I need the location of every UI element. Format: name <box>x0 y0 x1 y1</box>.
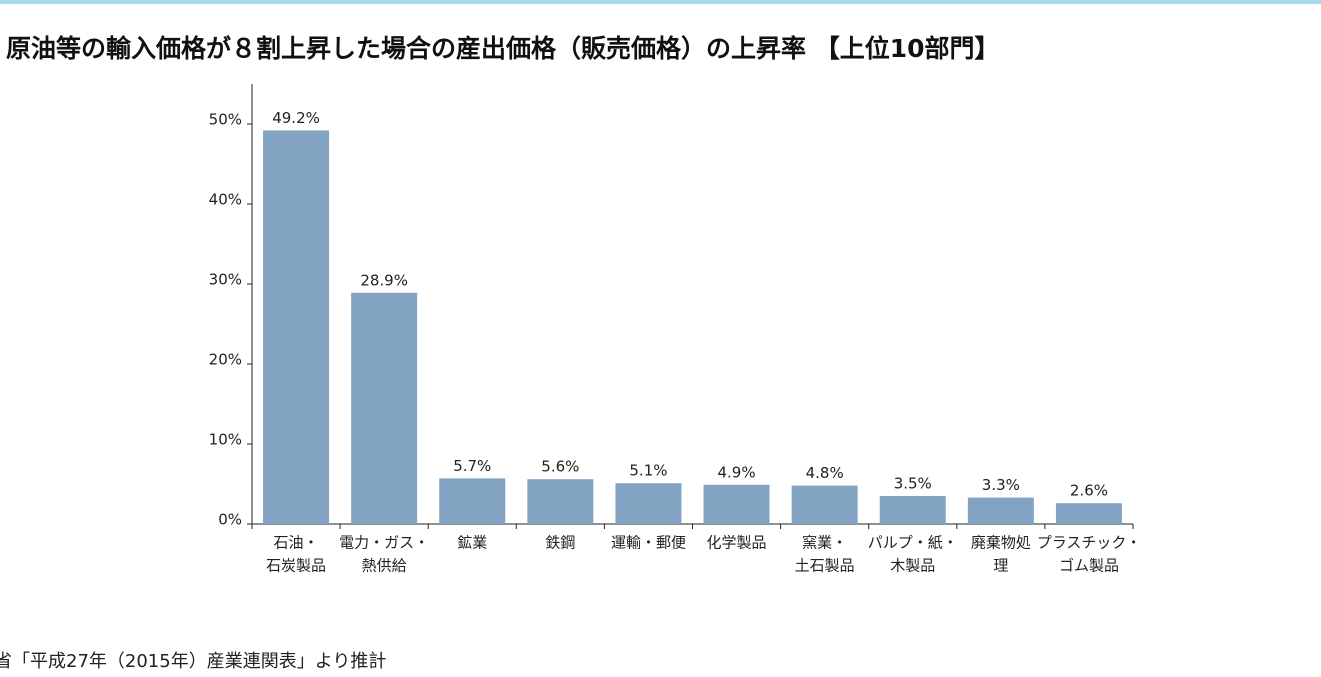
x-tick-label: 石油・ <box>274 534 319 552</box>
bar <box>439 478 506 524</box>
x-tick-label: 鉱業 <box>457 534 487 552</box>
x-tick-label: 運輸・郵便 <box>611 534 686 552</box>
bar <box>351 292 418 524</box>
bar <box>615 483 682 524</box>
value-label: 3.5% <box>894 475 932 493</box>
y-tick-label: 40% <box>209 191 242 209</box>
y-tick-label: 30% <box>209 271 242 289</box>
value-label: 3.3% <box>982 476 1020 494</box>
source-note: 省「平成27年（2015年）産業連関表」より推計 <box>0 651 386 672</box>
bar <box>879 496 946 524</box>
chart-title: 原油等の輸入価格が８割上昇した場合の産出価格（販売価格）の上昇率 【上位10部門… <box>6 34 1000 63</box>
x-tick-label: 熱供給 <box>362 557 407 575</box>
x-tick-label: 木製品 <box>890 557 935 575</box>
value-label: 49.2% <box>272 109 320 127</box>
bar <box>263 130 330 524</box>
x-tick-label: 土石製品 <box>795 557 855 575</box>
y-tick-label: 20% <box>209 351 242 369</box>
bar <box>1055 503 1122 524</box>
bar <box>703 484 770 524</box>
x-tick-label: 廃棄物処 <box>971 534 1031 552</box>
x-tick-label: 窯業・ <box>802 534 847 552</box>
value-label: 5.6% <box>541 458 579 476</box>
value-label: 4.8% <box>806 464 844 482</box>
bar <box>967 497 1034 524</box>
x-tick-label: プラスチック・ <box>1037 534 1141 552</box>
y-tick-label: 0% <box>218 511 242 529</box>
bar <box>791 485 858 524</box>
x-tick-label: 石炭製品 <box>266 557 326 575</box>
value-label: 28.9% <box>360 271 408 289</box>
x-tick-label: 理 <box>993 557 1008 575</box>
x-tick-label: 電力・ガス・ <box>339 534 429 552</box>
x-tick-label: 化学製品 <box>707 534 767 552</box>
bar <box>527 479 594 524</box>
value-label: 4.9% <box>717 463 755 481</box>
value-label: 5.7% <box>453 457 491 475</box>
y-tick-label: 50% <box>209 111 242 129</box>
x-tick-label: ゴム製品 <box>1059 557 1119 575</box>
x-tick-label: 鉄鋼 <box>545 534 575 552</box>
value-label: 2.6% <box>1070 482 1108 500</box>
top-band <box>0 0 1321 4</box>
value-label: 5.1% <box>629 462 667 480</box>
y-tick-label: 10% <box>209 431 242 449</box>
x-tick-label: パルプ・紙・ <box>868 534 958 552</box>
